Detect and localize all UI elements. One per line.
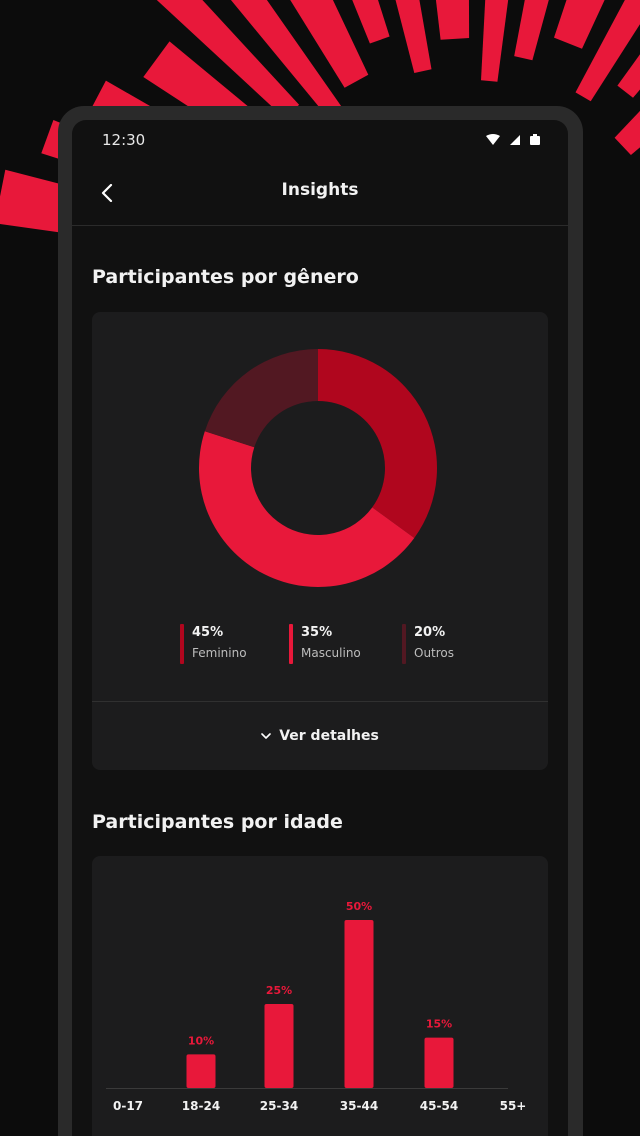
x-tick-label: 18-24 [182, 1099, 220, 1113]
legend-label: Masculino [301, 646, 361, 660]
bar-25-34 [264, 1004, 294, 1088]
burst-ray [435, 0, 470, 40]
burst-ray [395, 0, 432, 73]
x-tick-label: 45-54 [420, 1099, 458, 1113]
legend-value: 45% [192, 625, 224, 640]
legend-label: Feminino [192, 646, 247, 660]
card-divider [92, 701, 548, 702]
age-bar-chart: 0-17 10% 18-24 25% 25-34 50% 35-44 15% 45-54 55+ [106, 900, 527, 1113]
burst-ray [230, 0, 350, 128]
age-section-title: Participantes por idade [92, 811, 343, 833]
burst-ray [290, 0, 369, 88]
bar-value-label: 15% [426, 1018, 452, 1031]
bar-45-54 [424, 1037, 454, 1088]
legend-swatch [289, 624, 293, 664]
legend-value: 35% [301, 625, 333, 640]
app-bar: Insights [72, 160, 568, 226]
burst-ray [614, 110, 640, 155]
battery-icon [530, 134, 540, 145]
burst-ray [575, 0, 640, 102]
burst-ray [514, 0, 549, 61]
x-tick-label: 35-44 [340, 1099, 378, 1113]
bar-value-label: 25% [266, 984, 292, 997]
donut-slice-outros [204, 349, 318, 448]
donut-slice-masculino [318, 349, 437, 538]
burst-ray [481, 0, 509, 82]
x-tick-label: 0-17 [113, 1099, 143, 1113]
burst-ray [554, 0, 605, 49]
see-details-label: Ver detalhes [279, 728, 379, 744]
back-button[interactable] [94, 180, 120, 206]
legend-swatch [180, 624, 184, 664]
legend-item-feminino: 45% Feminino [180, 624, 247, 664]
see-details-button[interactable]: Ver detalhes [92, 702, 548, 770]
gender-chart-card: 45% Feminino 35% Masculino 20% Outros Ve… [92, 312, 548, 770]
gender-section-title: Participantes por gênero [92, 266, 359, 288]
legend-value: 20% [414, 625, 446, 640]
burst-ray [617, 54, 640, 98]
status-icons [486, 134, 540, 145]
x-tick-label: 55+ [500, 1099, 527, 1113]
status-bar: 12:30 [72, 120, 568, 160]
gender-legend: 45% Feminino 35% Masculino 20% Outros [92, 624, 548, 668]
signal-icon [510, 134, 520, 145]
legend-label: Outros [414, 646, 455, 660]
status-time: 12:30 [102, 131, 146, 149]
bar-value-label: 50% [346, 900, 372, 913]
bar-35-44 [344, 920, 374, 1088]
chevron-left-icon [101, 184, 113, 202]
burst-ray [156, 0, 300, 119]
gender-donut-chart [199, 349, 437, 588]
phone-screen: 12:30 Insights Participantes por gênero … [72, 120, 568, 1136]
bar-18-24 [186, 1054, 216, 1088]
legend-item-outros: 20% Outros [402, 624, 454, 664]
wifi-icon [486, 134, 500, 145]
legend-swatch [402, 624, 406, 664]
burst-ray [352, 0, 390, 44]
age-chart-card: 0-17 10% 18-24 25% 25-34 50% 35-44 15% 45-54 55+ [92, 856, 548, 1136]
x-tick-label: 25-34 [260, 1099, 298, 1113]
legend-item-masculino: 35% Masculino [289, 624, 361, 664]
page-title: Insights [281, 180, 359, 200]
chevron-down-icon [261, 732, 272, 739]
bar-value-label: 10% [188, 1034, 214, 1047]
donut-slice-feminino [199, 431, 415, 588]
